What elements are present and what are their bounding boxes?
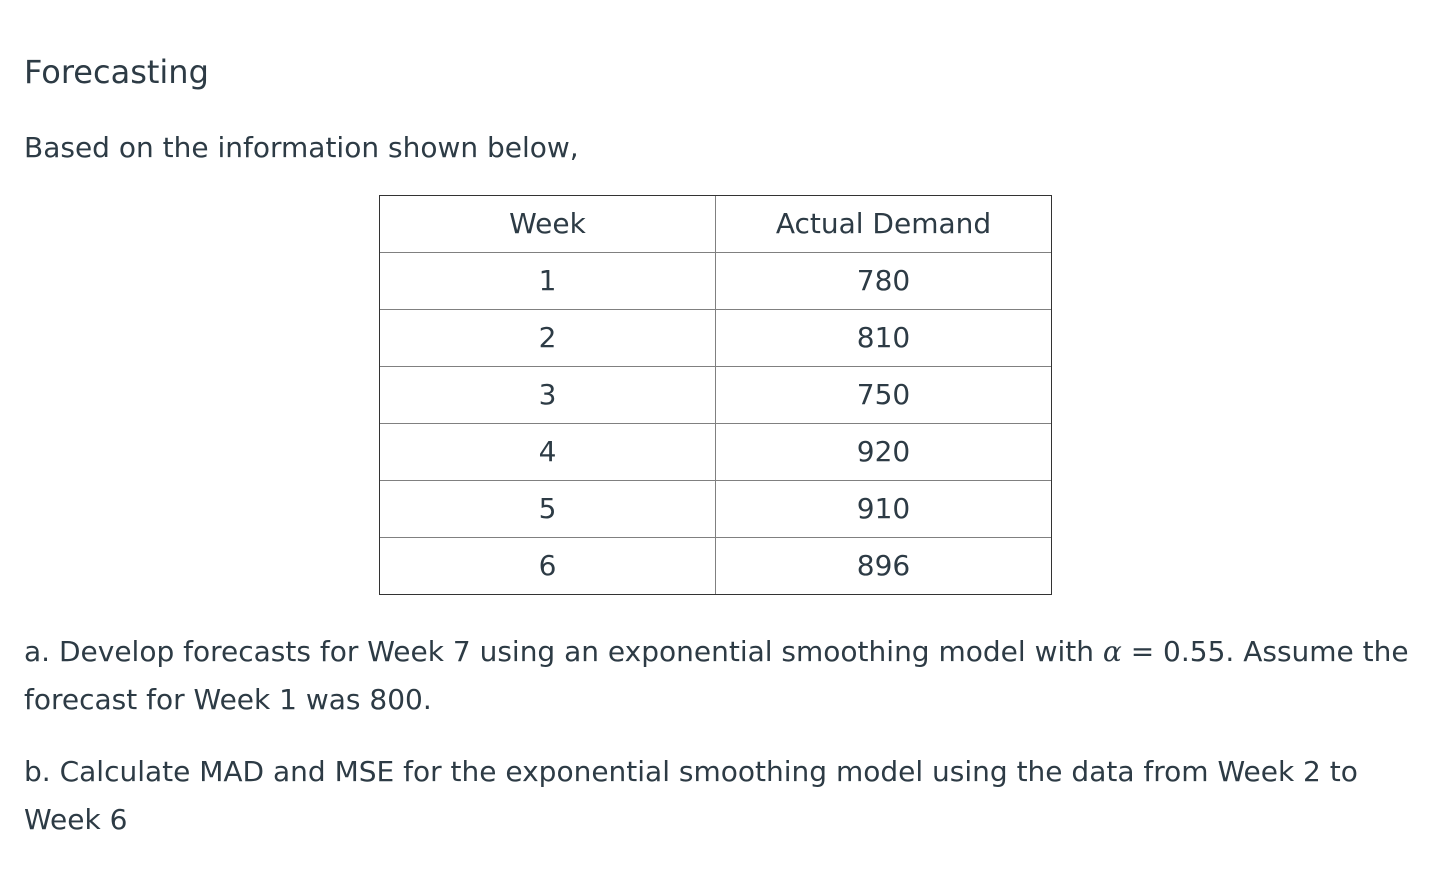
table-row: 3 750 xyxy=(379,366,1052,424)
week-cell: 1 xyxy=(379,252,716,310)
demand-cell: 750 xyxy=(715,366,1052,424)
demand-cell: 780 xyxy=(715,252,1052,310)
demand-cell: 920 xyxy=(715,423,1052,481)
question-a-text-end: = 0.55. Assume the forecast for Week 1 w… xyxy=(24,635,1409,716)
table-row: 4 920 xyxy=(379,423,1052,481)
demand-cell: 910 xyxy=(715,480,1052,538)
header-actual-demand: Actual Demand xyxy=(715,195,1052,253)
question-b: b. Calculate MAD and MSE for the exponen… xyxy=(24,755,1358,836)
week-cell: 3 xyxy=(379,366,716,424)
demand-cell: 896 xyxy=(715,537,1052,595)
header-week: Week xyxy=(379,195,716,253)
week-cell: 5 xyxy=(379,480,716,538)
question-a-text-start: a. Develop forecasts for Week 7 using an… xyxy=(24,635,1103,668)
intro-text: Based on the information shown below, xyxy=(24,131,579,164)
table-row: 5 910 xyxy=(379,480,1052,538)
week-cell: 2 xyxy=(379,309,716,367)
demand-table: Week Actual Demand 1 780 2 810 3 750 4 9… xyxy=(379,195,1052,595)
table-row: 2 810 xyxy=(379,309,1052,367)
alpha-symbol: α xyxy=(1102,635,1122,668)
question-a: a. Develop forecasts for Week 7 using an… xyxy=(24,628,1414,724)
page-title: Forecasting xyxy=(24,53,209,91)
week-cell: 4 xyxy=(379,423,716,481)
week-cell: 6 xyxy=(379,537,716,595)
table-row: 1 780 xyxy=(379,252,1052,310)
table-row: 6 896 xyxy=(379,537,1052,595)
demand-cell: 810 xyxy=(715,309,1052,367)
table-header-row: Week Actual Demand xyxy=(379,195,1052,253)
